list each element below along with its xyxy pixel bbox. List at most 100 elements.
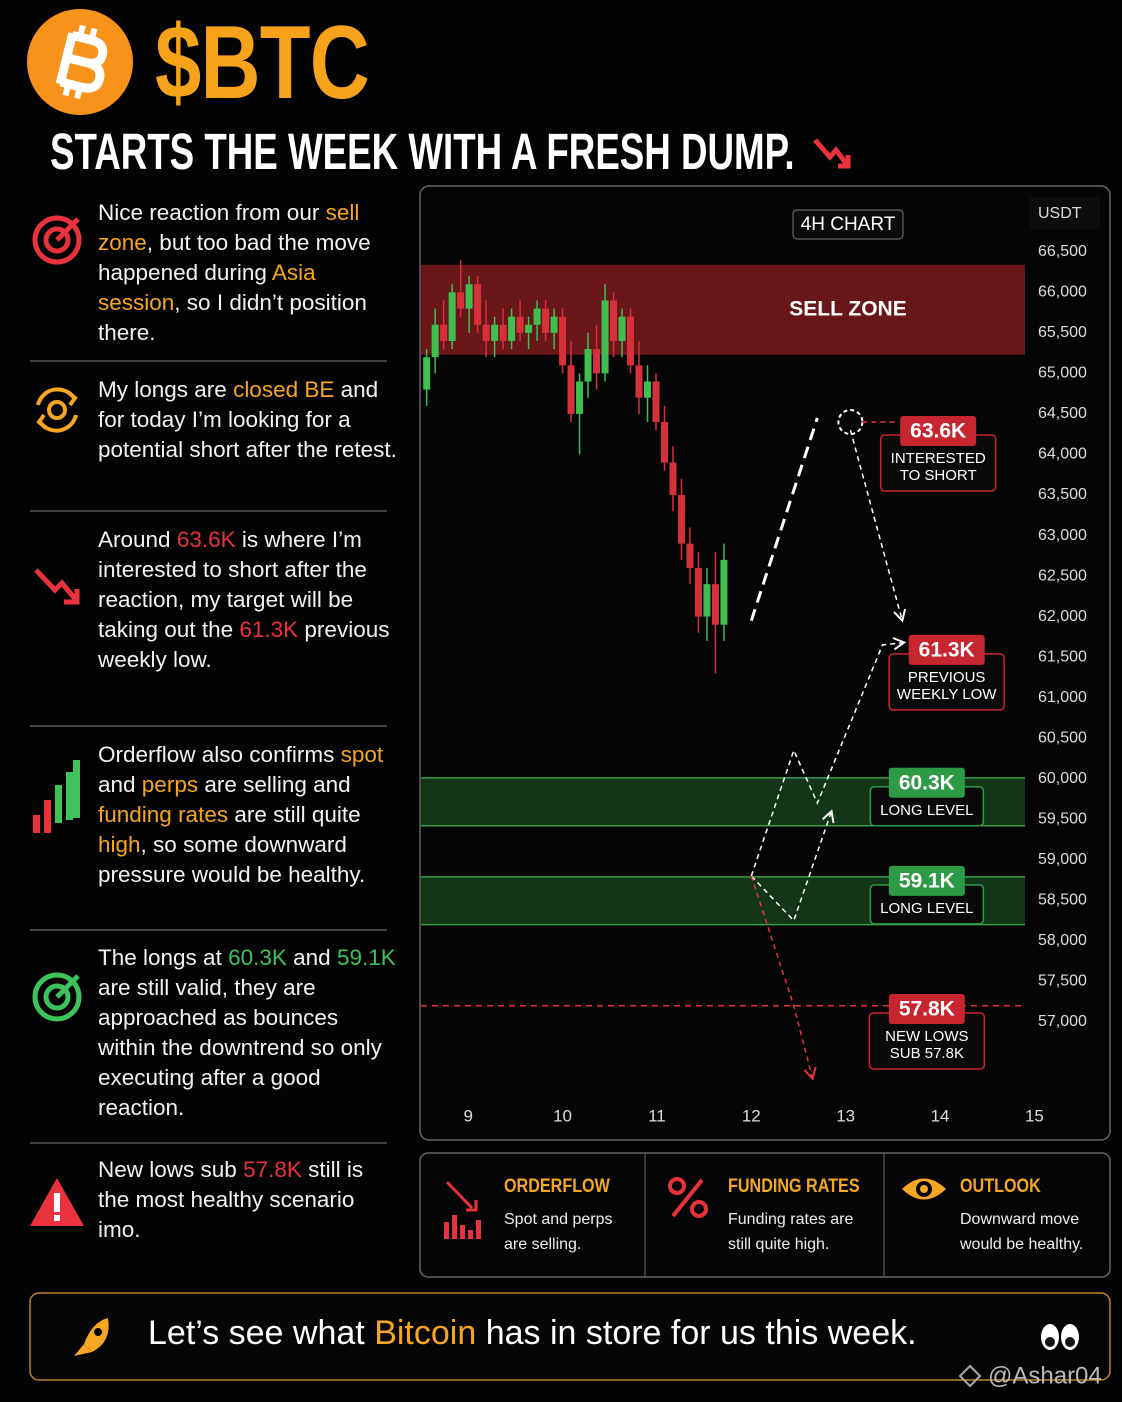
icon-down-arrow xyxy=(34,568,80,605)
candle-body xyxy=(669,462,677,495)
note: New lows sub 57.8K still is the most hea… xyxy=(98,1155,398,1245)
note-text: Orderflow also confirms xyxy=(98,742,341,767)
note-text: are selling and xyxy=(198,772,351,797)
annotation-price: 63.6K xyxy=(910,420,966,443)
note-text: 59.1K xyxy=(336,945,396,970)
note-text: and for today I’m looking for a potentia… xyxy=(98,377,397,462)
annotation-caption: LONG LEVEL xyxy=(880,802,973,819)
candle-body xyxy=(694,567,702,617)
note: The longs at 60.3K and 59.1K are still v… xyxy=(98,943,398,1123)
projection xyxy=(750,641,905,877)
candle-body xyxy=(465,284,473,309)
candle-body xyxy=(635,365,643,398)
annotation-tag xyxy=(908,634,985,665)
icon-cycle xyxy=(36,387,78,433)
y-tick-label: 64,000 xyxy=(1038,446,1087,463)
y-tick-label: 62,000 xyxy=(1038,608,1087,625)
chart-title: 4H CHART xyxy=(801,214,896,235)
watermark: @Ashar04 xyxy=(988,1362,1102,1389)
x-tick-label: 14 xyxy=(931,1106,950,1125)
candle-body xyxy=(423,357,431,390)
note-text: sell zone xyxy=(98,200,360,255)
annotation-caption: SUB 57.8K xyxy=(890,1045,964,1062)
x-tick-label: 13 xyxy=(836,1106,855,1125)
candle-body xyxy=(525,324,533,333)
arrow-head xyxy=(893,608,907,623)
icon-orderflow xyxy=(444,1180,481,1239)
watermark-logo xyxy=(958,1364,982,1388)
x-tick-label: 9 xyxy=(463,1106,472,1125)
candle-body xyxy=(567,365,575,414)
y-tick-label: 63,000 xyxy=(1038,527,1087,544)
note-text: Nice reaction from our xyxy=(98,200,326,225)
candle-body xyxy=(482,324,490,341)
y-tick-label: 57,000 xyxy=(1038,1013,1087,1030)
annotation-caption: WEEKLY LOW xyxy=(897,686,997,703)
icon-percent xyxy=(668,1177,708,1218)
y-tick-label: 57,500 xyxy=(1038,973,1087,990)
y-axis-label: USDT xyxy=(1038,205,1082,222)
btc-logo-symbol xyxy=(55,24,108,100)
projection xyxy=(849,429,904,621)
note-text: New lows sub xyxy=(98,1157,244,1182)
x-tick-label: 11 xyxy=(648,1106,666,1125)
y-tick-label: 63,500 xyxy=(1038,486,1087,503)
title: $BTC xyxy=(155,5,370,121)
note-text: , so some downward pressure would be hea… xyxy=(98,832,366,887)
candle-body xyxy=(660,422,668,463)
candle-body xyxy=(508,316,516,341)
subtitle: STARTS THE WEEK WITH A FRESH DUMP. xyxy=(50,123,795,180)
candle-body xyxy=(499,324,507,341)
note: Nice reaction from our sell zone, but to… xyxy=(98,198,398,348)
y-tick-label: 65,500 xyxy=(1038,324,1087,341)
candle-body xyxy=(584,349,592,382)
note-text: funding rates xyxy=(98,802,229,827)
annotation-tag xyxy=(888,767,965,798)
note-text: 57.8K xyxy=(243,1157,302,1182)
note: Orderflow also confirms spot and perps a… xyxy=(98,740,398,890)
arrow-head xyxy=(803,1066,817,1081)
candle-body xyxy=(601,300,609,374)
card-text: Spot and perps are selling. xyxy=(504,1211,613,1253)
candle-body xyxy=(593,349,601,374)
icon-eyes xyxy=(1041,1324,1079,1350)
note-text: closed BE xyxy=(233,377,335,402)
candle-body xyxy=(686,543,694,568)
y-tick-label: 59,000 xyxy=(1038,851,1087,868)
dump-arrow xyxy=(813,138,851,169)
annotation-caption: PREVIOUS xyxy=(908,669,986,686)
candle-body xyxy=(618,316,626,341)
note-text: perps xyxy=(141,772,199,797)
note-text: 61.3K xyxy=(239,617,299,642)
projection xyxy=(750,810,833,923)
projection xyxy=(750,875,814,1079)
y-tick-label: 62,500 xyxy=(1038,567,1087,584)
candle-body xyxy=(559,316,567,366)
candle-body xyxy=(440,324,448,341)
candle-body xyxy=(491,324,499,341)
note-text: and xyxy=(98,772,142,797)
annotation-price: 59.1K xyxy=(899,869,955,892)
axis-label-box xyxy=(1030,197,1100,229)
note-text: The longs at xyxy=(98,945,229,970)
projection xyxy=(749,417,819,622)
card-text: Downward move would be healthy. xyxy=(960,1211,1084,1253)
candle-body xyxy=(431,324,439,358)
y-tick-label: 58,000 xyxy=(1038,932,1087,949)
note-text: 63.6K xyxy=(176,527,236,552)
y-tick-label: 60,500 xyxy=(1038,729,1087,746)
candle-body xyxy=(652,381,660,423)
annotation-tag xyxy=(888,993,965,1024)
candle-body xyxy=(576,381,584,414)
note-text: My longs are xyxy=(98,377,234,402)
icon-bars xyxy=(33,760,80,833)
annotation-tag xyxy=(900,415,977,446)
note-text: previous weekly low. xyxy=(98,617,390,672)
candle-body xyxy=(457,292,465,309)
y-tick-label: 61,000 xyxy=(1038,689,1087,706)
y-tick-label: 58,500 xyxy=(1038,892,1087,909)
footer-segment: Let’s see what xyxy=(148,1314,375,1352)
candle-body xyxy=(610,300,618,341)
annotation-caption: INTERESTED xyxy=(891,450,986,467)
